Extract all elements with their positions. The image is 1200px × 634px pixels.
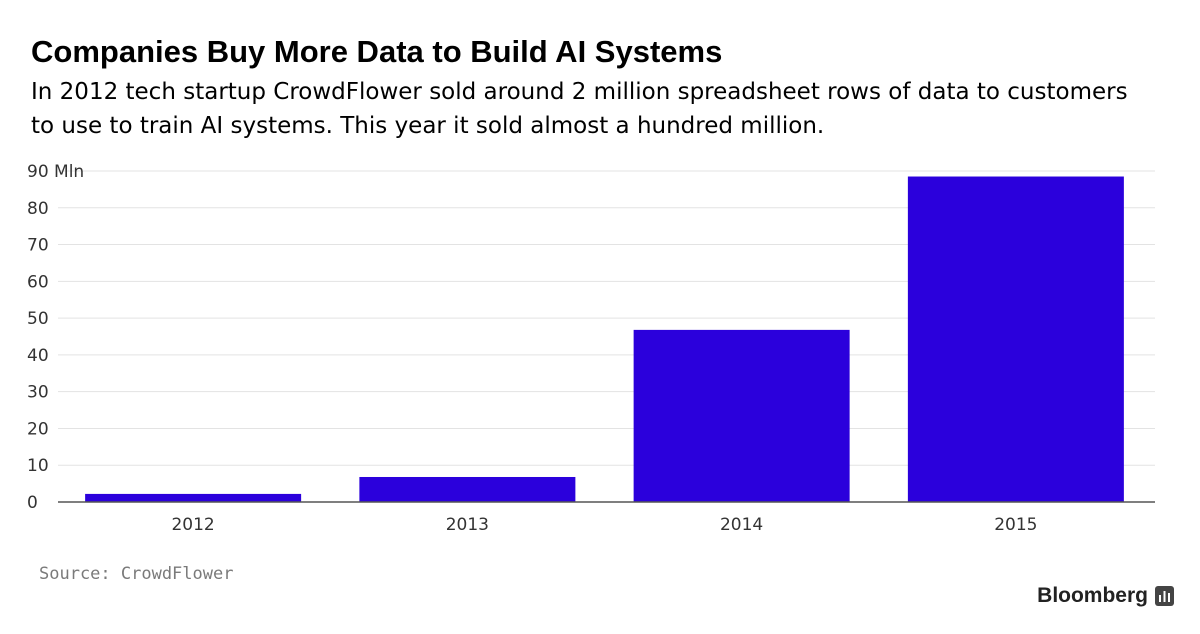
bar-2012: [85, 493, 302, 502]
x-tick-label: 2015: [994, 515, 1037, 535]
bar-2014: [633, 329, 850, 502]
y-tick-label: 70: [27, 236, 49, 256]
bloomberg-terminal-icon: [1155, 586, 1174, 606]
y-tick-label: 10: [27, 456, 49, 476]
y-tick-label: 90 Mln: [27, 162, 84, 182]
x-tick-label: 2014: [720, 515, 763, 535]
y-tick-label: 60: [27, 272, 49, 292]
y-tick-label: 20: [27, 419, 49, 439]
source-note: Source: CrowdFlower: [39, 564, 234, 584]
y-tick-label: 50: [27, 309, 49, 329]
x-tick-label: 2012: [171, 515, 214, 535]
chart-subtitle: In 2012 tech startup CrowdFlower sold ar…: [31, 79, 1128, 139]
bar-2015: [907, 176, 1124, 502]
bars: [85, 176, 1124, 502]
y-tick-label: 40: [27, 346, 49, 366]
bar-2013: [359, 476, 576, 502]
chart-title: Companies Buy More Data to Build AI Syst…: [31, 34, 723, 69]
y-tick-label: 0: [27, 493, 38, 513]
y-axis-ticks: 0 10 20 30 40 50 60 70 80 90 Mln: [27, 162, 84, 513]
bloomberg-logo: Bloomberg: [1037, 584, 1148, 607]
x-tick-label: 2013: [446, 515, 489, 535]
x-axis-ticks: 2012 2013 2014 2015: [171, 515, 1037, 535]
y-tick-label: 80: [27, 199, 49, 219]
y-tick-label: 30: [27, 383, 49, 403]
